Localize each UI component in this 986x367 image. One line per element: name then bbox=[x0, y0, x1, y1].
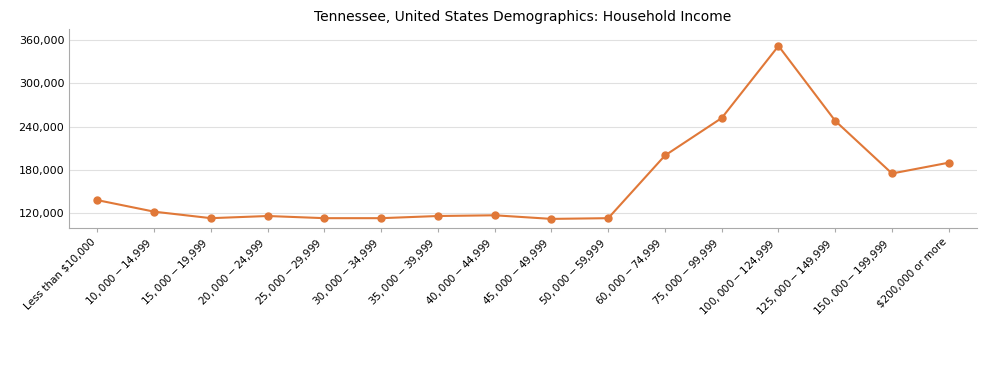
Title: Tennessee, United States Demographics: Household Income: Tennessee, United States Demographics: H… bbox=[315, 10, 731, 24]
